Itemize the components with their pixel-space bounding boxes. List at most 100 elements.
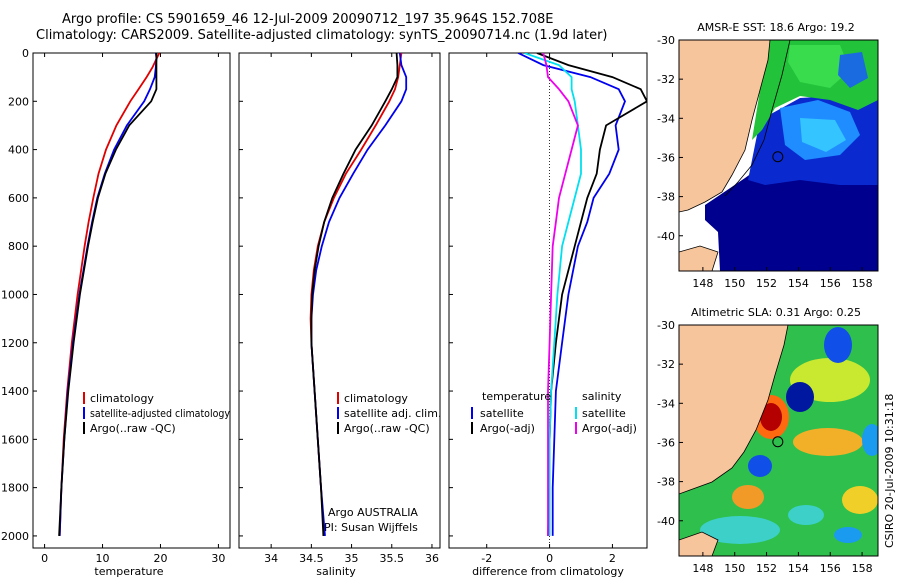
difference-axes-frame — [448, 52, 648, 549]
figure-title-line2: Climatology: CARS2009. Satellite-adjuste… — [36, 28, 608, 43]
argo-float-marker — [772, 151, 784, 163]
temperature-legend: climatology satellite-adjusted climatolo… — [83, 392, 230, 435]
sla-blue-eddy-south — [748, 455, 772, 477]
lon-tick-label: 154 — [788, 277, 809, 290]
y-tick-label: 1600 — [1, 433, 29, 446]
legend-label-temp-satellite: satellite — [480, 407, 524, 420]
lon-tick-label: 150 — [724, 277, 745, 290]
lon-tick-label: 152 — [756, 562, 777, 575]
legend-label-satellite-adj: satellite adj. clim. — [344, 407, 441, 420]
sla-blue-eddy-north — [824, 327, 852, 363]
y-tick-label: 800 — [8, 240, 29, 253]
lat-tick-label: -32 — [657, 73, 675, 86]
y-tick-label: 0 — [22, 47, 29, 60]
sst-map-frame — [678, 39, 879, 272]
series-line-blue — [517, 53, 626, 536]
legend-label-satellite-adjusted: satellite-adjusted climatology — [90, 407, 230, 420]
temperature-axes-frame — [32, 52, 231, 549]
sst-green-light — [788, 45, 850, 88]
temperature-xlabel: temperature — [94, 565, 163, 578]
csiro-timestamp: CSIRO 20-Jul-2009 10:31:18 — [883, 394, 896, 548]
lon-tick-label: 158 — [852, 277, 873, 290]
y-tick-label: 1800 — [1, 482, 29, 495]
lat-tick-label: -40 — [657, 515, 675, 528]
x-tick-label: 36 — [425, 552, 439, 565]
difference-xlabel: difference from climatology — [472, 565, 624, 578]
coastline-land — [679, 325, 789, 495]
series-line-black — [310, 52, 399, 536]
legend-label-climatology: climatology — [90, 392, 154, 405]
x-tick-label: 35.5 — [380, 552, 405, 565]
x-tick-label: -2 — [481, 552, 492, 565]
series-line-black — [58, 53, 158, 536]
lat-tick-label: -36 — [657, 151, 675, 164]
sla-map-title: Altimetric SLA: 0.31 Argo: 0.25 — [691, 306, 861, 319]
lon-tick-label: 156 — [820, 277, 841, 290]
lon-tick-label: 154 — [788, 562, 809, 575]
series-line-cyan — [524, 53, 582, 536]
legend-label-sal-argo: Argo(-adj) — [582, 422, 637, 435]
x-tick-label: 30 — [211, 552, 225, 565]
argo-float-marker — [772, 436, 784, 448]
x-tick-label: 10 — [96, 552, 110, 565]
sla-map-frame — [678, 324, 879, 557]
salinity-xlabel: salinity — [316, 565, 356, 578]
sla-blue-small — [834, 527, 862, 543]
y-tick-label: 2000 — [1, 530, 29, 543]
difference-legend: temperature satellite Argo(-adj) salinit… — [471, 390, 637, 435]
series-line-magenta — [542, 53, 579, 536]
lon-tick-label: 148 — [692, 562, 713, 575]
legend-label-climatology: climatology — [344, 392, 408, 405]
lon-tick-label: 158 — [852, 562, 873, 575]
y-tick-label: 600 — [8, 192, 29, 205]
lon-tick-label: 152 — [756, 277, 777, 290]
tasmania-land — [679, 531, 719, 556]
lat-tick-label: -38 — [657, 476, 675, 489]
y-tick-label: 1200 — [1, 337, 29, 350]
sla-cyan-patch — [700, 516, 780, 544]
x-tick-label: 34 — [264, 552, 278, 565]
lat-tick-label: -34 — [657, 112, 675, 125]
salinity-legend: climatology satellite adj. clim. Argo(..… — [337, 392, 441, 435]
x-tick-label: 20 — [153, 552, 167, 565]
x-tick-label: 2 — [609, 552, 616, 565]
argo-program-annotation: Argo AUSTRALIA — [328, 506, 418, 519]
principal-investigator-annotation: PI: Susan Wijffels — [324, 521, 418, 534]
lon-tick-label: 148 — [692, 277, 713, 290]
legend-label-argo: Argo(..raw -QC) — [344, 422, 430, 435]
legend-header-temperature: temperature — [482, 390, 551, 403]
legend-header-salinity: salinity — [582, 390, 622, 403]
lat-tick-label: -30 — [657, 34, 675, 47]
legend-label-temp-argo: Argo(-adj) — [480, 422, 535, 435]
x-tick-label: 35 — [345, 552, 359, 565]
lon-tick-label: 156 — [820, 562, 841, 575]
x-tick-label: 0 — [546, 552, 553, 565]
lat-tick-label: -40 — [657, 230, 675, 243]
sla-blue-east — [862, 424, 878, 456]
coastline-land — [679, 40, 771, 213]
y-tick-label: 400 — [8, 144, 29, 157]
sst-map-title: AMSR-E SST: 18.6 Argo: 19.2 — [697, 21, 855, 34]
shelf-edge-contour — [724, 40, 791, 197]
lat-tick-label: -34 — [657, 397, 675, 410]
legend-label-argo: Argo(..raw -QC) — [90, 422, 176, 435]
salinity-axes-frame — [238, 52, 441, 549]
y-tick-label: 200 — [8, 95, 29, 108]
sst-blue-blob — [838, 52, 868, 88]
x-tick-label: 34.5 — [299, 552, 324, 565]
sla-orange-patch-2 — [732, 485, 764, 509]
sla-blue-eddy-core — [786, 382, 814, 412]
y-tick-label: 1000 — [1, 288, 29, 301]
lat-tick-label: -36 — [657, 436, 675, 449]
sst-cyan-patch — [800, 118, 846, 152]
sla-yellow-patch-2 — [842, 486, 878, 514]
sla-cyan-patch-2 — [788, 505, 824, 525]
tasmania-land — [679, 245, 719, 271]
figure-title-line1: Argo profile: CS 5901659_46 12-Jul-2009 … — [62, 12, 554, 27]
lat-tick-label: -38 — [657, 191, 675, 204]
